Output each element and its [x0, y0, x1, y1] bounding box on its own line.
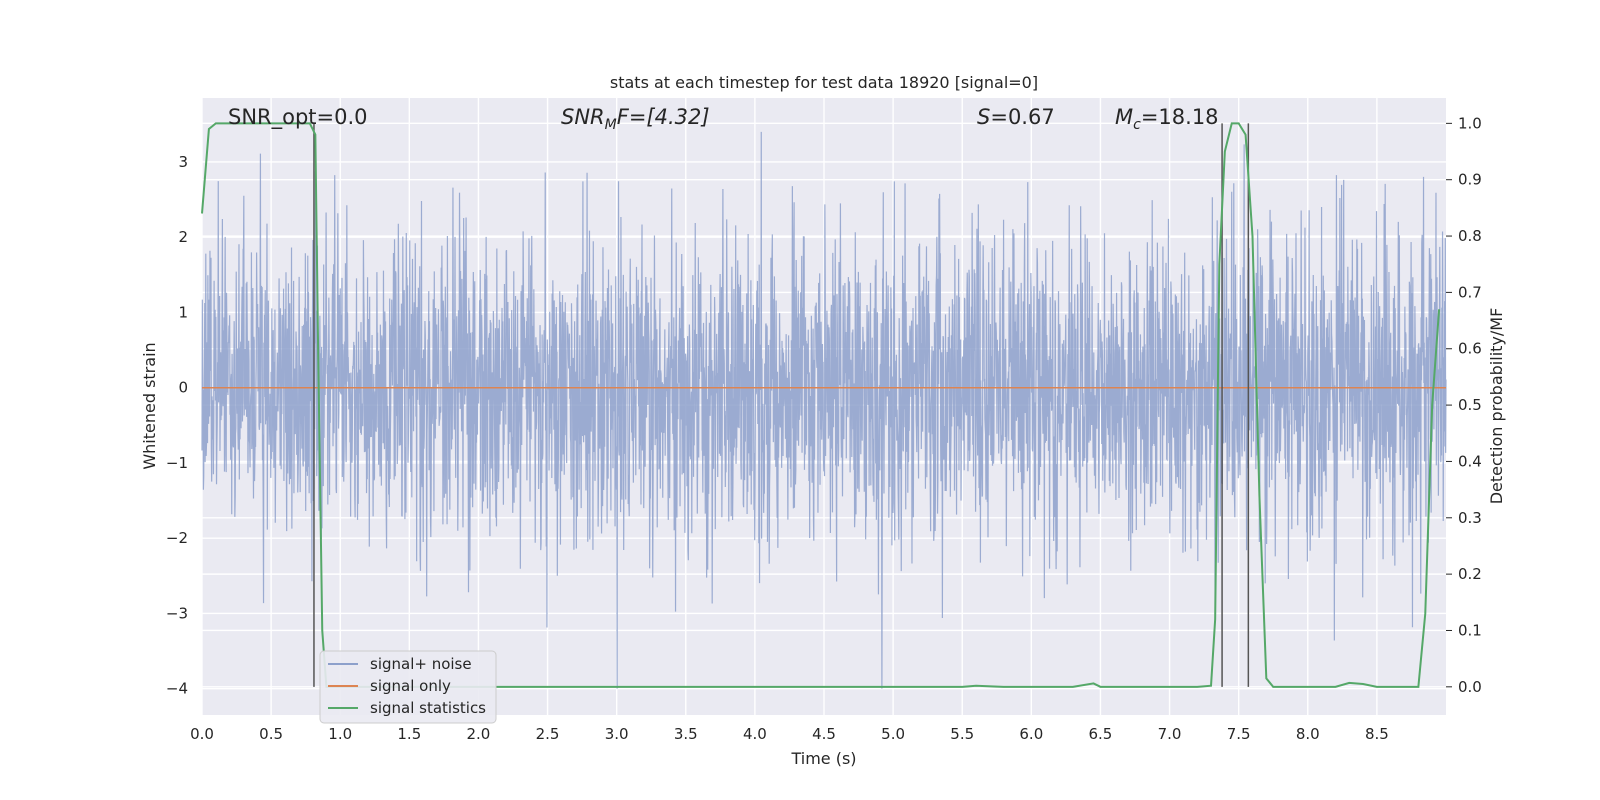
y-tick-label-right: 0.5 — [1458, 396, 1482, 414]
y-tick-label-left: 3 — [178, 153, 188, 171]
x-ticks: 0.0 0.5 1.0 1.5 2.0 2.5 3.0 3.5 4.0 4.5 5.0 5.5 6.0 6… — [190, 725, 1389, 743]
signal-noise-line — [201, 131, 1447, 689]
y-ticks-left: 3 2 1 0 −1 −2 −3 −4 — [166, 153, 188, 698]
mc-value: =18.18 — [1141, 105, 1219, 129]
y-tick-label-right: 0.4 — [1458, 452, 1482, 470]
legend-box — [319, 650, 497, 724]
x-tick-label: 8.5 — [1365, 725, 1389, 743]
x-tick-label: 3.0 — [605, 725, 629, 743]
y-tick-label-right: 0.3 — [1458, 509, 1482, 527]
y-tick-label-right: 0.6 — [1458, 340, 1482, 358]
x-tick-label: 6.0 — [1019, 725, 1043, 743]
x-tick-label: 0.0 — [190, 725, 214, 743]
x-tick-label: 1.5 — [397, 725, 421, 743]
x-axis-label: Time (s) — [790, 749, 856, 768]
y-tick-label-left: −1 — [166, 454, 188, 472]
y-axis-label-right: Detection probability/MF — [1487, 308, 1506, 505]
annotation-mc: Mc=18.18 — [1115, 105, 1219, 133]
s-value: =0.67 — [990, 105, 1054, 129]
x-tick-label: 3.5 — [674, 725, 698, 743]
mc-subscript: c — [1133, 117, 1141, 133]
snr-mf-subscript: M — [605, 117, 617, 133]
legend-entry-signal-statistics: signal statistics — [370, 699, 486, 717]
snr-mf-prefix: SNR — [561, 105, 605, 129]
x-tick-label: 2.0 — [467, 725, 491, 743]
chart-title: stats at each timestep for test data 189… — [610, 73, 1038, 92]
signal-noise-series — [201, 131, 1447, 689]
x-tick-label: 8.0 — [1296, 725, 1320, 743]
x-tick-label: 2.5 — [536, 725, 560, 743]
y-tick-label-left: −2 — [166, 529, 188, 547]
legend: signal+ noise signal only signal statist… — [319, 650, 497, 724]
y-tick-label-left: −4 — [166, 680, 188, 698]
y-tick-label-right: 1.0 — [1458, 114, 1482, 132]
y-tick-label-left: −3 — [166, 604, 188, 622]
x-tick-label: 4.0 — [743, 725, 767, 743]
y-axis-label-left: Whitened strain — [140, 342, 159, 469]
s-symbol: S — [977, 105, 990, 129]
y-tick-label-left: 2 — [178, 228, 188, 246]
y-tick-label-right: 0.1 — [1458, 621, 1482, 639]
y-tick-label-left: 0 — [178, 379, 188, 397]
annotation-snr-opt: SNR_opt=0.0 — [228, 105, 368, 130]
y-tick-label-right: 0.2 — [1458, 565, 1482, 583]
legend-entry-signal-noise: signal+ noise — [370, 655, 472, 673]
y-tick-label-right: 0.0 — [1458, 678, 1482, 696]
snr-mf-value: F=[4.32] — [617, 105, 710, 129]
x-tick-label: 5.5 — [950, 725, 974, 743]
x-tick-label: 7.0 — [1158, 725, 1182, 743]
annotation-snr-mf: SNRMF=[4.32] — [561, 105, 710, 133]
x-tick-label: 5.0 — [881, 725, 905, 743]
x-tick-label: 0.5 — [259, 725, 283, 743]
annotation-s: S=0.67 — [977, 105, 1055, 129]
signal-statistics-series — [201, 122, 1441, 688]
x-tick-label: 6.5 — [1089, 725, 1113, 743]
x-tick-label: 7.5 — [1227, 725, 1251, 743]
x-tick-label: 4.5 — [812, 725, 836, 743]
y-ticks-right: 1.0 0.9 0.8 0.7 0.6 0.5 0.4 0.3 0.2 0.1 0.0 — [1446, 114, 1482, 696]
y-tick-label-right: 0.9 — [1458, 171, 1482, 189]
signal-statistics-line — [201, 122, 1441, 688]
y-tick-label-right: 0.8 — [1458, 227, 1482, 245]
y-tick-label-right: 0.7 — [1458, 283, 1482, 301]
legend-entry-signal-only: signal only — [370, 677, 451, 695]
y-tick-label-left: 1 — [178, 303, 188, 321]
x-tick-label: 1.0 — [328, 725, 352, 743]
mc-symbol: M — [1115, 105, 1133, 129]
